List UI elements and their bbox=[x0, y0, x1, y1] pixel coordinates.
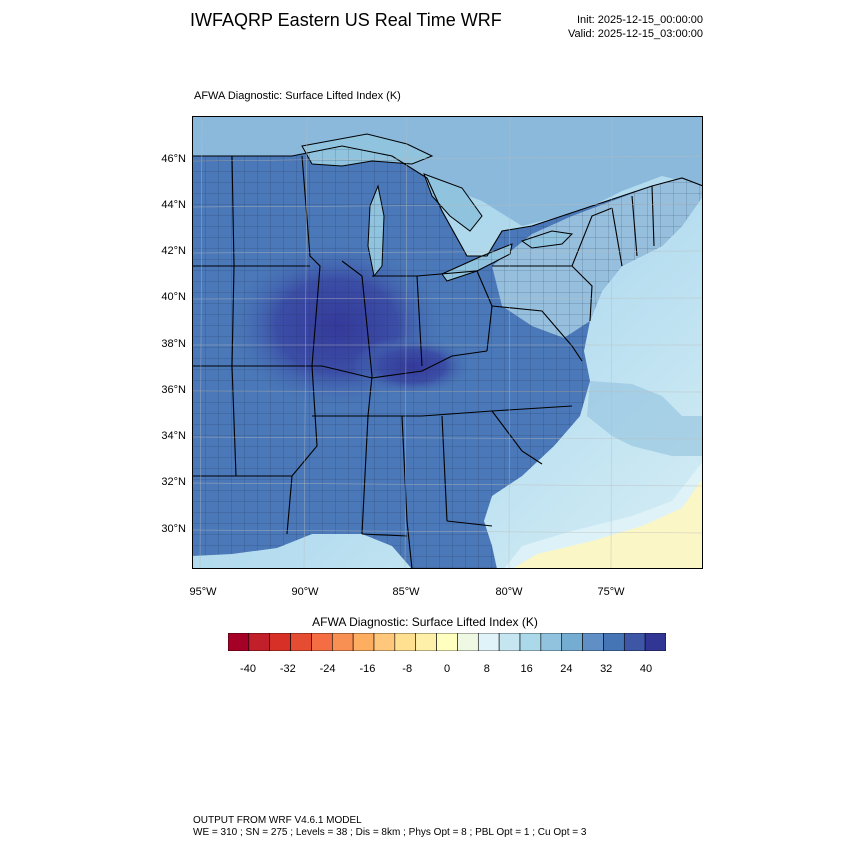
colorbar-tick-label: 24 bbox=[560, 663, 573, 675]
lon-label: 85°W bbox=[392, 586, 420, 598]
colorbar-tick-label: 0 bbox=[443, 663, 451, 675]
colorbar-swatch bbox=[290, 633, 312, 651]
colorbar-swatch bbox=[540, 633, 563, 651]
colorbar-tick-label: -8 bbox=[402, 663, 413, 675]
colorbar-swatch bbox=[603, 633, 625, 651]
colorbar-swatch bbox=[644, 633, 666, 651]
lat-label: 42°N bbox=[161, 245, 186, 257]
lat-label: 38°N bbox=[161, 338, 186, 350]
colorbar-tick-label: -24 bbox=[319, 663, 336, 675]
colorbar-swatch bbox=[477, 633, 500, 651]
colorbar-swatch bbox=[457, 633, 479, 651]
lake-outlines bbox=[301, 133, 574, 282]
colorbar-swatch bbox=[373, 633, 396, 651]
colorbar-tick-label: 40 bbox=[639, 663, 653, 675]
footer-model: OUTPUT FROM WRF V4.6.1 MODEL bbox=[193, 815, 362, 826]
valid-time: Valid: 2025-12-15_03:00:00 bbox=[568, 28, 703, 40]
lat-label: 32°N bbox=[161, 476, 186, 488]
state-borders bbox=[192, 145, 703, 569]
county-lines bbox=[192, 146, 703, 569]
lat-label: 36°N bbox=[161, 384, 186, 396]
colorbar-swatch bbox=[415, 633, 437, 651]
lat-label: 40°N bbox=[161, 291, 186, 303]
colorbar-swatch bbox=[331, 633, 354, 651]
coastal-band bbox=[587, 381, 703, 456]
map-panel bbox=[192, 116, 703, 569]
page-title: IWFAQRP Eastern US Real Time WRF bbox=[190, 10, 502, 30]
lat-label: 34°N bbox=[161, 430, 186, 442]
lon-label: 80°W bbox=[495, 586, 523, 598]
graticule bbox=[192, 116, 703, 569]
lat-label: 46°N bbox=[161, 153, 186, 165]
lon-label: 95°W bbox=[189, 586, 217, 598]
colorbar-tick-label: -16 bbox=[359, 663, 376, 675]
footer-options: WE = 310 ; SN = 275 ; Levels = 38 ; Dis … bbox=[193, 827, 587, 838]
colorbar-swatch bbox=[311, 633, 333, 651]
colorbar-tick-label: 32 bbox=[600, 663, 613, 675]
colorbar-swatch bbox=[561, 633, 583, 651]
colorbar-tick-label: 16 bbox=[520, 663, 533, 675]
lat-label: 44°N bbox=[161, 199, 186, 211]
map-border bbox=[192, 116, 703, 569]
colorbar-title: AFWA Diagnostic: Surface Lifted Index (K… bbox=[312, 615, 538, 629]
lake-huron bbox=[424, 174, 482, 231]
lat-label: 30°N bbox=[161, 523, 186, 535]
plot-label: AFWA Diagnostic: Surface Lifted Index (K… bbox=[194, 90, 401, 102]
colorbar-swatch bbox=[519, 633, 542, 651]
colorbar-tick-label: -32 bbox=[279, 663, 296, 675]
colorbar-swatch bbox=[582, 633, 604, 651]
colorbar-swatch bbox=[228, 633, 250, 651]
colorbar-swatch bbox=[436, 633, 458, 651]
colorbar-swatch bbox=[498, 633, 521, 651]
colorbar-tick-label: 8 bbox=[483, 663, 490, 675]
colorbar-swatch bbox=[352, 633, 375, 651]
lon-label: 90°W bbox=[291, 586, 319, 598]
colorbar-swatch bbox=[269, 633, 291, 651]
colorbar bbox=[228, 633, 666, 651]
colorbar-swatch bbox=[248, 633, 271, 651]
lon-label: 75°W bbox=[597, 586, 625, 598]
offshore-warm-band bbox=[512, 478, 703, 569]
colorbar-swatch bbox=[623, 633, 646, 651]
colorbar-swatch bbox=[394, 633, 417, 651]
colorbar-tick-label: -40 bbox=[240, 663, 256, 675]
init-time: Init: 2025-12-15_00:00:00 bbox=[577, 14, 703, 26]
